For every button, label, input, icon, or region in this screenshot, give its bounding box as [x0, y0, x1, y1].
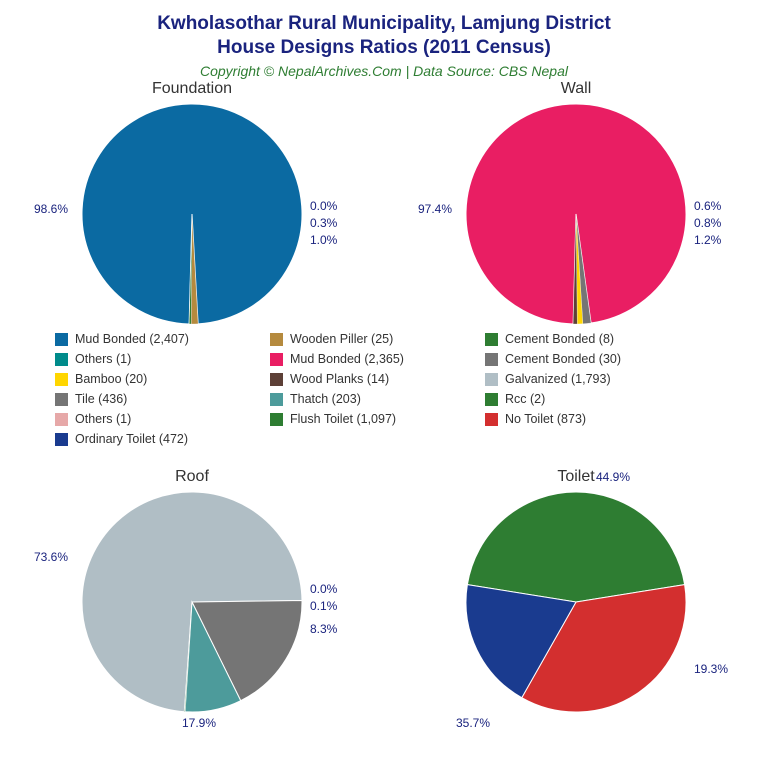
legend-swatch — [55, 393, 68, 406]
title-line-1: Kwholasothar Rural Municipality, Lamjung… — [157, 13, 611, 34]
legend-text: Others (1) — [75, 412, 131, 426]
legend-item: Ordinary Toilet (472) — [55, 430, 270, 448]
legend-item: Wooden Piller (25) — [270, 330, 485, 348]
pie-toilet: 44.9%19.3%35.7% — [466, 492, 686, 712]
legend-item: Rcc (2) — [485, 390, 700, 408]
pie-label: 0.0% — [310, 582, 337, 596]
legend-text: Rcc (2) — [505, 392, 545, 406]
legend-swatch — [55, 333, 68, 346]
pie-label: 44.9% — [596, 470, 630, 484]
pie-label: 0.3% — [310, 216, 337, 230]
legend-text: No Toilet (873) — [505, 412, 586, 426]
legend-swatch — [55, 373, 68, 386]
legend-swatch — [55, 353, 68, 366]
legend-column: Cement Bonded (8) Cement Bonded (30) Galva… — [485, 330, 700, 430]
legend-item: Mud Bonded (2,365) — [270, 350, 485, 368]
legend-text: Galvanized (1,793) — [505, 372, 611, 386]
chart-title-foundation: Foundation — [0, 80, 384, 98]
legend-text: Mud Bonded (2,365) — [290, 352, 404, 366]
chart-toilet: Toilet 44.9%19.3%35.7% — [384, 468, 768, 712]
legend-swatch — [270, 413, 283, 426]
title-line-2: House Designs Ratios (2011 Census) — [217, 37, 551, 58]
legend-text: Ordinary Toilet (472) — [75, 432, 188, 446]
legend-swatch — [485, 413, 498, 426]
legend-text: Tile (436) — [75, 392, 127, 406]
pie-roof: 73.6%0.0%0.1%8.3%17.9% — [82, 492, 302, 712]
main-title: Kwholasothar Rural Municipality, Lamjung… — [0, 0, 768, 60]
pie-label: 0.0% — [310, 199, 337, 213]
legend-text: Flush Toilet (1,097) — [290, 412, 396, 426]
pie-label: 0.1% — [310, 599, 337, 613]
chart-title-toilet: Toilet — [384, 468, 768, 486]
pie-label: 0.8% — [694, 216, 721, 230]
legend-swatch — [485, 353, 498, 366]
pie-label: 17.9% — [182, 716, 216, 730]
legend-item: Tile (436) — [55, 390, 270, 408]
legend-item: Thatch (203) — [270, 390, 485, 408]
legend-item: Flush Toilet (1,097) — [270, 410, 485, 428]
legend-swatch — [270, 333, 283, 346]
chart-wall: Wall 97.4%0.6%0.8%1.2% — [384, 80, 768, 324]
legend-text: Cement Bonded (30) — [505, 352, 621, 366]
legend-item: Others (1) — [55, 350, 270, 368]
legend-swatch — [270, 373, 283, 386]
legend-item: Others (1) — [55, 410, 270, 428]
pie-label: 35.7% — [456, 716, 490, 730]
legend-swatch — [55, 413, 68, 426]
pie-label: 19.3% — [694, 662, 728, 676]
pie-label: 73.6% — [34, 550, 68, 564]
legend-swatch — [270, 353, 283, 366]
legend-column: Mud Bonded (2,407) Others (1) Bamboo (20) T… — [55, 330, 270, 450]
pie-label: 0.6% — [694, 199, 721, 213]
chart-title-wall: Wall — [384, 80, 768, 98]
pie-label: 97.4% — [418, 202, 452, 216]
pie-label: 98.6% — [34, 202, 68, 216]
pie-wall: 97.4%0.6%0.8%1.2% — [466, 104, 686, 324]
legend-item: Cement Bonded (8) — [485, 330, 700, 348]
chart-foundation: Foundation 98.6%0.0%0.3%1.0% — [0, 80, 384, 324]
pie-label: 1.2% — [694, 233, 721, 247]
legend-item: Mud Bonded (2,407) — [55, 330, 270, 348]
legend-text: Others (1) — [75, 352, 131, 366]
legend-swatch — [55, 433, 68, 446]
pie-label: 8.3% — [310, 622, 337, 636]
legend-text: Cement Bonded (8) — [505, 332, 614, 346]
legend-text: Wooden Piller (25) — [290, 332, 393, 346]
legend-swatch — [485, 373, 498, 386]
legend-swatch — [270, 393, 283, 406]
legend-column: Wooden Piller (25) Mud Bonded (2,365) Wood… — [270, 330, 485, 430]
legend-item: Wood Planks (14) — [270, 370, 485, 388]
legend-text: Wood Planks (14) — [290, 372, 389, 386]
pie-foundation: 98.6%0.0%0.3%1.0% — [82, 104, 302, 324]
chart-roof: Roof 73.6%0.0%0.1%8.3%17.9% — [0, 468, 384, 712]
legend-item: Galvanized (1,793) — [485, 370, 700, 388]
legend-item: No Toilet (873) — [485, 410, 700, 428]
legend-text: Mud Bonded (2,407) — [75, 332, 189, 346]
legend: Mud Bonded (2,407) Others (1) Bamboo (20) T… — [55, 330, 715, 450]
chart-title-roof: Roof — [0, 468, 384, 486]
subtitle: Copyright © NepalArchives.Com | Data Sou… — [0, 63, 768, 79]
legend-item: Cement Bonded (30) — [485, 350, 700, 368]
legend-text: Thatch (203) — [290, 392, 361, 406]
legend-text: Bamboo (20) — [75, 372, 147, 386]
legend-item: Bamboo (20) — [55, 370, 270, 388]
legend-swatch — [485, 393, 498, 406]
legend-swatch — [485, 333, 498, 346]
pie-label: 1.0% — [310, 233, 337, 247]
